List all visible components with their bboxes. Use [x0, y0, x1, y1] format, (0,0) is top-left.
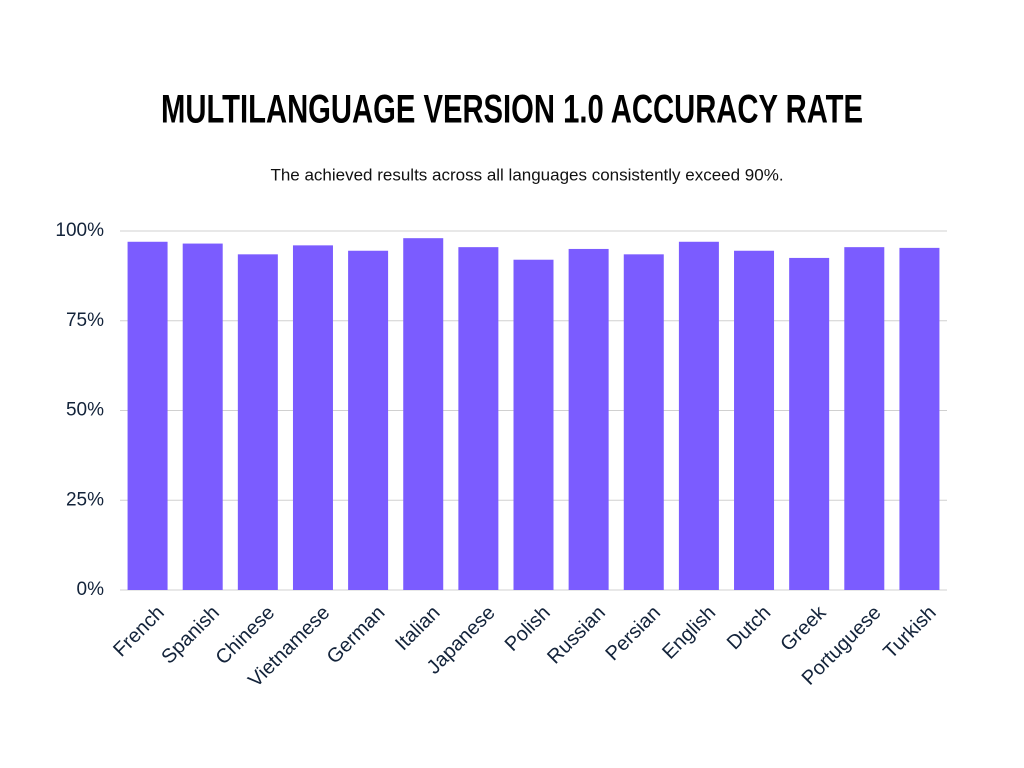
bar	[844, 247, 885, 590]
x-tick-label: English	[658, 602, 720, 664]
y-tick-label: 50%	[66, 400, 104, 421]
bar	[127, 241, 168, 590]
x-tick-label: Persian	[602, 602, 666, 666]
bar	[568, 248, 609, 590]
bar	[513, 259, 554, 590]
bar	[734, 250, 775, 590]
bar	[182, 243, 223, 590]
bar	[237, 254, 278, 590]
x-tick-label: German	[323, 602, 390, 669]
y-tick-label: 100%	[55, 220, 104, 241]
y-tick-label: 75%	[66, 310, 104, 331]
bar	[403, 238, 444, 590]
chart-subtitle: The achieved results across all language…	[270, 165, 783, 184]
bar	[789, 257, 830, 590]
x-tick-label: Turkish	[879, 602, 940, 663]
y-tick-label: 0%	[77, 579, 105, 600]
bar	[348, 250, 389, 590]
bar	[292, 245, 333, 591]
x-tick-label: Russian	[543, 602, 610, 669]
x-tick-label: Italian	[391, 602, 444, 655]
x-tick-label: Spanish	[157, 602, 224, 669]
bar	[458, 247, 499, 590]
bar	[623, 254, 664, 590]
bar	[899, 247, 940, 591]
x-tick-label: Polish	[501, 602, 555, 656]
chart-title: MULTILANGUAGE VERSION 1.0 ACCURACY RATE	[161, 88, 863, 132]
bar	[678, 241, 719, 590]
y-tick-label: 25%	[66, 489, 104, 510]
x-tick-label: Dutch	[723, 602, 776, 655]
